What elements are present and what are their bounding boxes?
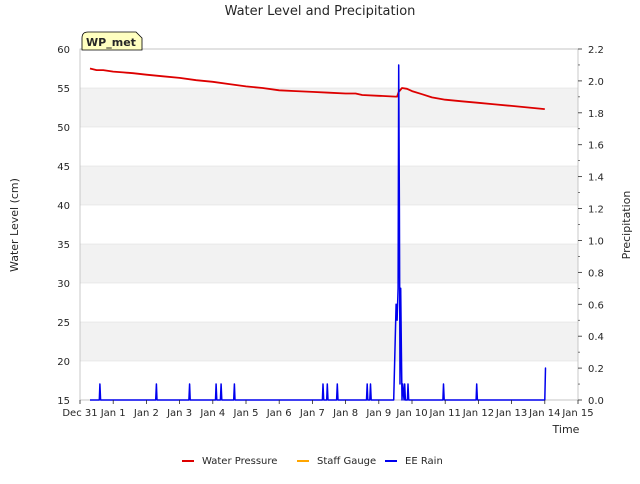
y-left-tick-label: 15 — [57, 396, 70, 407]
badge-shape — [81, 31, 143, 51]
station-badge: WP_met — [81, 31, 143, 51]
y-right-tick-label: 0.4 — [588, 332, 604, 343]
y-right-tick-label: 1.0 — [588, 236, 604, 247]
y-right-tick-label: 1.2 — [588, 205, 604, 216]
x-tick-label: Jan 14 — [528, 408, 560, 419]
y-left-tick-label: 40 — [57, 201, 70, 212]
x-tick-label: Jan 13 — [495, 408, 527, 419]
x-tick-label: Jan 4 — [199, 408, 225, 419]
series-line-water-pressure — [89, 67, 545, 110]
y-left-tick-label: 25 — [57, 318, 70, 329]
x-tick-label: Jan 8 — [332, 408, 358, 419]
grid-band — [80, 244, 578, 283]
legend-label: EE Rain — [405, 456, 443, 467]
x-tick-label: Jan 1 — [100, 408, 126, 419]
x-tick-label: Jan 6 — [266, 408, 292, 419]
y-right-tick-label: 1.6 — [588, 141, 604, 152]
legend: Water Pressure Staff Gauge EE Rain — [182, 456, 443, 467]
grid-band — [80, 322, 578, 361]
x-tick-label: Jan 7 — [299, 408, 325, 419]
y-right-tick-label: 1.8 — [588, 109, 604, 120]
y-right-tick-label: 0.2 — [588, 364, 604, 375]
x-tick-label: Jan 15 — [561, 408, 593, 419]
legend-label: Staff Gauge — [317, 456, 376, 467]
badge-label: WP_met — [86, 36, 136, 49]
y-right-tick-label: 0.8 — [588, 268, 604, 279]
series-layer — [89, 64, 547, 401]
x-tick-label: Jan 3 — [166, 408, 192, 419]
x-axis-label: Time — [552, 423, 580, 436]
y-axis-left-label: Water Level (cm) — [8, 178, 21, 272]
y-left-tick-label: 45 — [57, 162, 70, 173]
y-left-tick-label: 50 — [57, 123, 70, 134]
grid-band — [80, 166, 578, 205]
chart-bands — [80, 88, 578, 361]
x-tick-label: Dec 31 — [62, 408, 97, 419]
y-right-tick-label: 2.2 — [588, 45, 604, 56]
chart-title: Water Level and Precipitation — [225, 4, 416, 19]
y-right-tick-label: 1.4 — [588, 173, 604, 184]
x-tick-label: Jan 9 — [365, 408, 391, 419]
y-left-tick-label: 30 — [57, 279, 70, 290]
grid-band — [80, 88, 578, 127]
x-tick-label: Jan 11 — [429, 408, 461, 419]
y-left-tick-label: 60 — [57, 45, 70, 56]
x-tick-label: Jan 10 — [395, 408, 427, 419]
x-tick-label: Jan 12 — [462, 408, 494, 419]
y-left-tick-label: 35 — [57, 240, 70, 251]
y-right-tick-label: 0.0 — [588, 396, 604, 407]
y-right-tick-label: 0.6 — [588, 300, 604, 311]
axes: 15 20 25 30 35 40 45 50 55 60 0.0 0.2 0.4 0.6 0.8 1.0 1.… — [57, 45, 604, 419]
legend-label: Water Pressure — [202, 456, 277, 467]
y-axis-right-label: Precipitation — [620, 191, 633, 260]
y-left-tick-label: 20 — [57, 357, 70, 368]
series-line-ee-rain — [90, 64, 547, 401]
y-left-tick-label: 55 — [57, 84, 70, 95]
y-right-tick-label: 2.0 — [588, 77, 604, 88]
x-tick-label: Jan 2 — [133, 408, 159, 419]
x-tick-label: Jan 5 — [233, 408, 259, 419]
